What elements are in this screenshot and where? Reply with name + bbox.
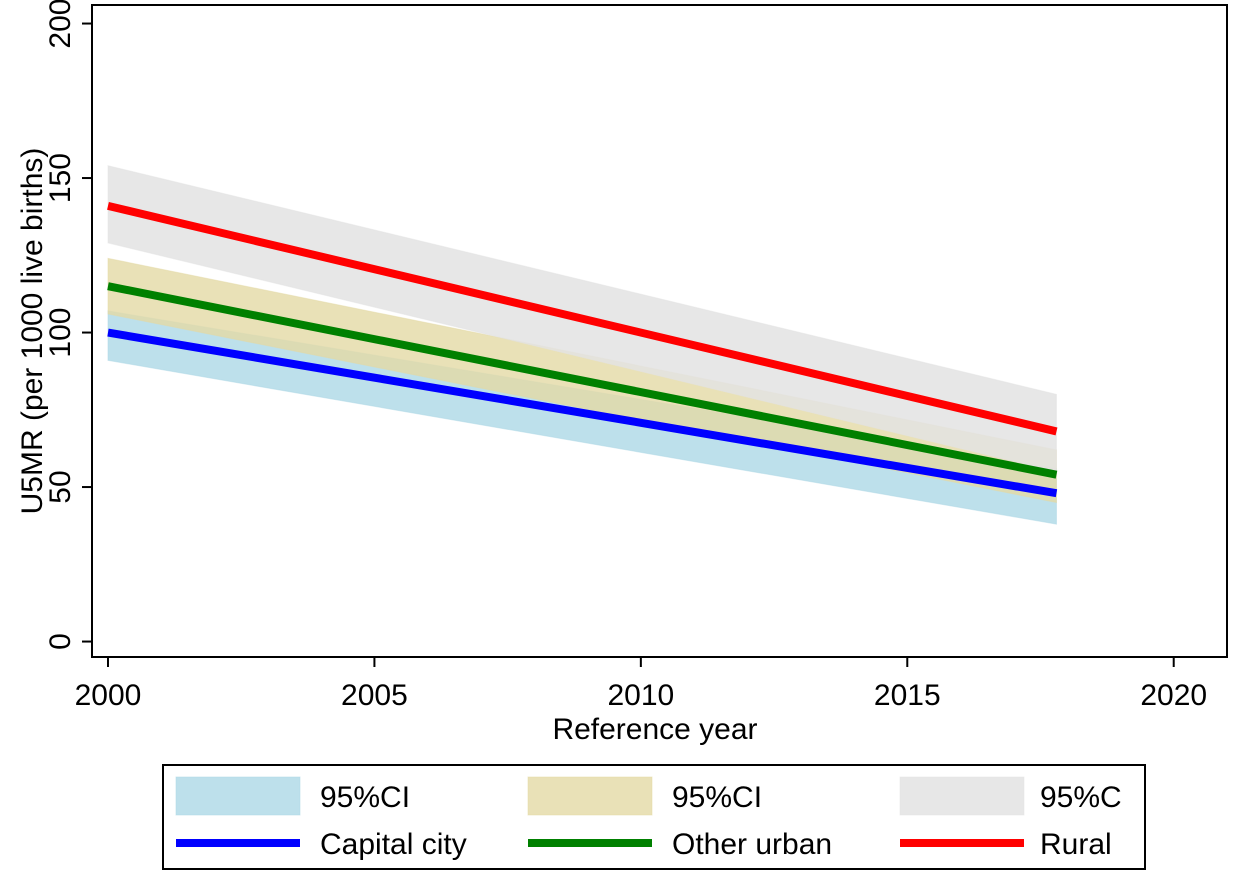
- x-tick-label: 2005: [341, 679, 408, 712]
- legend-label-other-urban: Other urban: [672, 828, 832, 861]
- x-tick-label: 2000: [75, 679, 142, 712]
- legend-swatch-band-1: [175, 776, 301, 816]
- x-axis: 2000 2005 2010 2015 2020: [75, 657, 1207, 712]
- legend: 95%CI 95%CI 95%C Capital city Other urban Rur…: [162, 764, 1146, 870]
- y-tick-label: 100: [44, 308, 77, 358]
- x-tick-label: 2010: [607, 679, 674, 712]
- series-line-capital-city: [107, 328, 1058, 498]
- legend-label-capital-city: Capital city: [320, 828, 467, 861]
- series-line-rural: [107, 201, 1058, 436]
- y-tick-label: 50: [44, 470, 77, 503]
- legend-label-band-3: 95%C: [1040, 781, 1122, 814]
- y-tick-label: 0: [44, 633, 77, 650]
- y-tick-label: 150: [44, 153, 77, 203]
- legend-swatch-band-2: [527, 776, 653, 816]
- x-tick-label: 2015: [874, 679, 941, 712]
- x-tick-label: 2020: [1140, 679, 1207, 712]
- x-axis-title: Reference year: [552, 713, 757, 746]
- legend-swatch-band-3: [899, 776, 1025, 816]
- y-axis-title: U5MR (per 1000 live births): [16, 148, 49, 515]
- lines-layer: [107, 201, 1058, 498]
- y-axis: 0 50 100 150 200: [44, 0, 92, 650]
- legend-label-band-1: 95%CI: [320, 781, 410, 814]
- legend-label-band-2: 95%CI: [672, 781, 762, 814]
- series-line-other-urban: [107, 282, 1058, 479]
- y-tick-label: 200: [44, 0, 77, 49]
- legend-label-rural: Rural: [1040, 828, 1112, 861]
